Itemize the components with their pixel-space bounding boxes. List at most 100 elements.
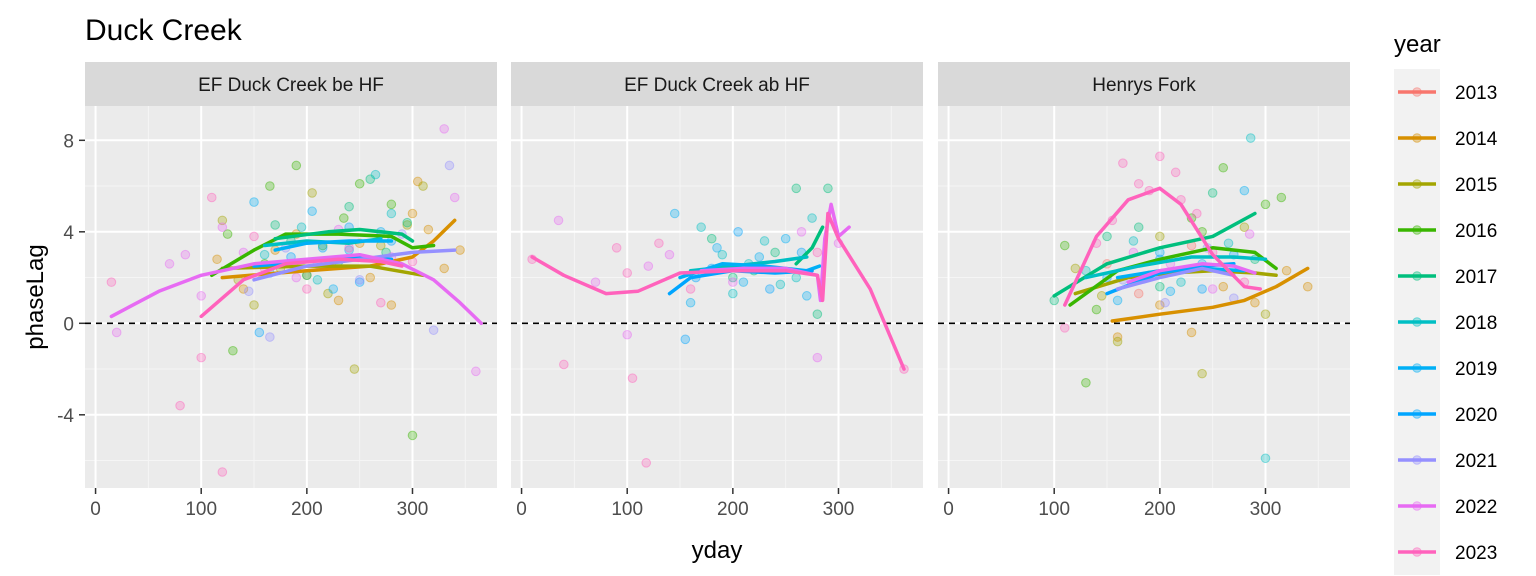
- data-point: [1070, 263, 1081, 274]
- data-point: [217, 467, 228, 477]
- x-axes: 0 100 200 300 0 100 200 300 0 100 200 300: [90, 488, 1281, 520]
- legend-key-point: [1412, 87, 1422, 97]
- panel-background: [938, 106, 1350, 488]
- data-point: [217, 222, 228, 233]
- data-point: [1155, 281, 1165, 292]
- data-point: [196, 352, 207, 363]
- legend-key-point: [1412, 501, 1422, 511]
- smooth-line: [199, 257, 404, 319]
- y-axis-title: phaseLag: [22, 244, 49, 349]
- legend-key-point: [1412, 409, 1422, 419]
- legend-key-point: [1412, 547, 1422, 557]
- smooth-line: [1063, 186, 1262, 307]
- data-point: [317, 243, 328, 253]
- legend-key-point: [1412, 271, 1422, 281]
- data-point: [1276, 192, 1287, 203]
- data-point: [738, 277, 749, 287]
- smooth-line: [210, 232, 436, 278]
- legend-entry-label: 2015: [1455, 175, 1497, 196]
- data-point: [1165, 286, 1176, 297]
- facet-panel: Henrys Fork: [938, 62, 1350, 488]
- legend-entry-label: 2016: [1455, 221, 1497, 242]
- x-tick-label: 0: [90, 499, 101, 520]
- legend-entry-label: 2017: [1455, 267, 1497, 288]
- data-point: [812, 309, 823, 319]
- data-point: [323, 288, 333, 299]
- data-point: [1197, 284, 1207, 294]
- data-point: [643, 261, 654, 271]
- x-tick-label: 200: [1144, 499, 1176, 520]
- data-point: [402, 220, 413, 230]
- facet-panels: EF Duck Creek be HF EF Duck Creek ab HF He…: [85, 62, 1350, 488]
- legend-key-point: [1412, 317, 1422, 327]
- legend-entry-label: 2018: [1455, 313, 1497, 334]
- data-point: [1133, 178, 1144, 189]
- data-point: [1192, 208, 1202, 219]
- y-tick-label: 4: [63, 223, 74, 244]
- data-point: [296, 222, 307, 233]
- data-point: [1170, 167, 1181, 178]
- data-point: [1260, 199, 1271, 210]
- legend-entry-label: 2021: [1455, 451, 1497, 472]
- data-point: [1059, 240, 1070, 251]
- data-point: [407, 208, 418, 219]
- smooth-line: [1068, 246, 1278, 307]
- data-point: [1239, 185, 1250, 196]
- x-tick-label: 200: [291, 499, 323, 520]
- panel-background: [511, 106, 923, 488]
- data-point: [1091, 304, 1102, 315]
- data-point: [696, 222, 706, 233]
- legend-entry-label: 2022: [1455, 497, 1497, 518]
- data-point: [365, 272, 376, 283]
- smooth-line: [530, 211, 906, 371]
- data-point: [455, 245, 465, 255]
- data-point: [238, 284, 249, 294]
- data-point: [1102, 231, 1112, 242]
- data-point: [1155, 151, 1165, 162]
- facet-strip-label: Henrys Fork: [1092, 75, 1196, 96]
- data-point: [812, 352, 823, 363]
- facet-strip: [511, 62, 923, 106]
- data-point: [354, 275, 365, 285]
- data-point: [222, 229, 233, 239]
- x-tick-label: 300: [823, 499, 855, 520]
- data-point: [590, 277, 601, 287]
- x-tick-label: 300: [397, 499, 429, 520]
- data-point: [302, 284, 312, 294]
- data-point: [228, 345, 238, 356]
- y-axis: -4 0 4 8: [57, 131, 85, 427]
- data-point: [706, 233, 717, 244]
- data-point: [407, 430, 418, 441]
- data-point: [1218, 162, 1229, 173]
- data-point: [1059, 323, 1070, 333]
- data-point: [291, 272, 302, 283]
- legend-key-point: [1412, 225, 1422, 235]
- data-point: [717, 249, 728, 260]
- data-point: [807, 213, 817, 223]
- data-point: [180, 249, 191, 260]
- data-point: [259, 249, 270, 260]
- data-point: [1112, 295, 1123, 306]
- smooth-line: [109, 252, 483, 326]
- data-point: [439, 263, 449, 274]
- facet-strip: [938, 62, 1350, 106]
- data-point: [627, 373, 638, 384]
- data-point: [386, 300, 397, 310]
- data-point: [249, 231, 259, 242]
- data-point: [791, 183, 802, 194]
- data-point: [243, 286, 254, 297]
- data-point: [423, 224, 434, 235]
- data-point: [249, 300, 259, 310]
- x-tick-label: 100: [611, 499, 643, 520]
- legend-key-point: [1412, 133, 1422, 143]
- data-point: [106, 277, 117, 287]
- smooth-line: [273, 239, 394, 252]
- data-point: [354, 178, 365, 189]
- data-point: [1302, 281, 1313, 292]
- data-point: [265, 332, 275, 342]
- data-point: [212, 254, 222, 265]
- x-tick-label: 100: [1038, 499, 1070, 520]
- data-point: [1250, 297, 1260, 308]
- facet-panel: EF Duck Creek be HF: [85, 62, 497, 488]
- data-point: [418, 181, 428, 191]
